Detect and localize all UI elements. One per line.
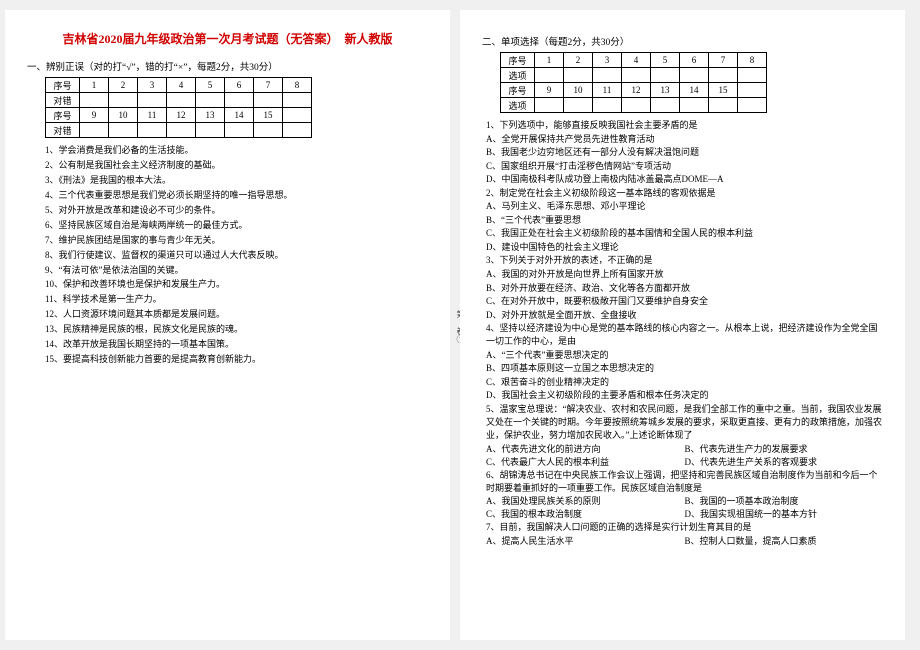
tf-items: 1、学会消费是我们必备的生活技能。 2、公有制是我国社会主义经济制度的基础。 3…	[45, 144, 428, 367]
list-item: 3、《刑法》是我国的根本大法。	[45, 174, 428, 188]
mc-answer-grid: 序号 1 2 3 4 5 6 7 8 选项 序号 9 10 11 12 13 1…	[500, 52, 767, 113]
list-item: 10、保护和改善环境也是保护和发展生产力。	[45, 278, 428, 292]
q5-stem: 5、温家宝总理说：“解决农业、农村和农民问题，是我们全部工作的重中之重。当前，我…	[486, 403, 883, 442]
list-item: 1、学会消费是我们必备的生活技能。	[45, 144, 428, 158]
list-item: 9、“有法可依”是依法治国的关键。	[45, 264, 428, 278]
list-item: 2、公有制是我国社会主义经济制度的基础。	[45, 159, 428, 173]
q2-stem: 2、制定党在社会主义初级阶段这一基本路线的客观依据是	[486, 187, 883, 200]
tf-answer-grid: 序号 1 2 3 4 5 6 7 8 对错 序号 9 10 11 12 13 1…	[45, 77, 312, 138]
list-item: 15、要提高科技创新能力首要的是提高教育创新能力。	[45, 353, 428, 367]
exam-title: 吉林省2020届九年级政治第一次月考试题（无答案） 新人教版	[27, 30, 428, 47]
q3-stem: 3、下列关于对外开放的表述，不正确的是	[486, 254, 883, 267]
section-1-head: 一、辨别正误（对的打“√”，错的打“×”，每题2分，共30分）	[27, 59, 428, 73]
list-item: 6、坚持民族区域自治是海峡两岸统一的最佳方式。	[45, 219, 428, 233]
q4-stem: 4、坚持以经济建设为中心是党的基本路线的核心内容之一。从根本上说，把经济建设作为…	[486, 322, 883, 348]
grid-label: 序号	[46, 78, 80, 93]
list-item: 5、对外开放是改革和建设必不可少的条件。	[45, 204, 428, 218]
list-item: 13、民族精神是民族的根，民族文化是民族的魂。	[45, 323, 428, 337]
list-item: 8、我们行使建议、监督权的渠道只可以通过人大代表反映。	[45, 249, 428, 263]
left-page: 吉林省2020届九年级政治第一次月考试题（无答案） 新人教版 一、辨别正误（对的…	[5, 10, 450, 640]
q1-stem: 1、下列选项中，能够直接反映我国社会主要矛盾的是	[486, 119, 883, 132]
questions: 1、下列选项中，能够直接反映我国社会主要矛盾的是 A、全党开展保持共产党员先进性…	[486, 119, 883, 548]
list-item: 7、维护民族团结是国家的事与青少年无关。	[45, 234, 428, 248]
right-page: 二、单项选择（每题2分，共30分） 序号 1 2 3 4 5 6 7 8 选项 …	[460, 10, 905, 640]
q6-stem: 6、胡锦涛总书记在中央民族工作会议上强调，把坚持和完善民族区域自治制度作为当前和…	[486, 469, 883, 495]
section-2-head: 二、单项选择（每题2分，共30分）	[482, 34, 883, 48]
list-item: 14、改革开放是我国长期坚持的一项基本国策。	[45, 338, 428, 352]
list-item: 12、人口资源环境问题其本质都是发展问题。	[45, 308, 428, 322]
q7-stem: 7、目前，我国解决人口问题的正确的选择是实行计划生育其目的是	[486, 521, 883, 534]
list-item: 11、科学技术是第一生产力。	[45, 293, 428, 307]
list-item: 4、三个代表重要思想是我们党必须长期坚持的唯一指导思想。	[45, 189, 428, 203]
